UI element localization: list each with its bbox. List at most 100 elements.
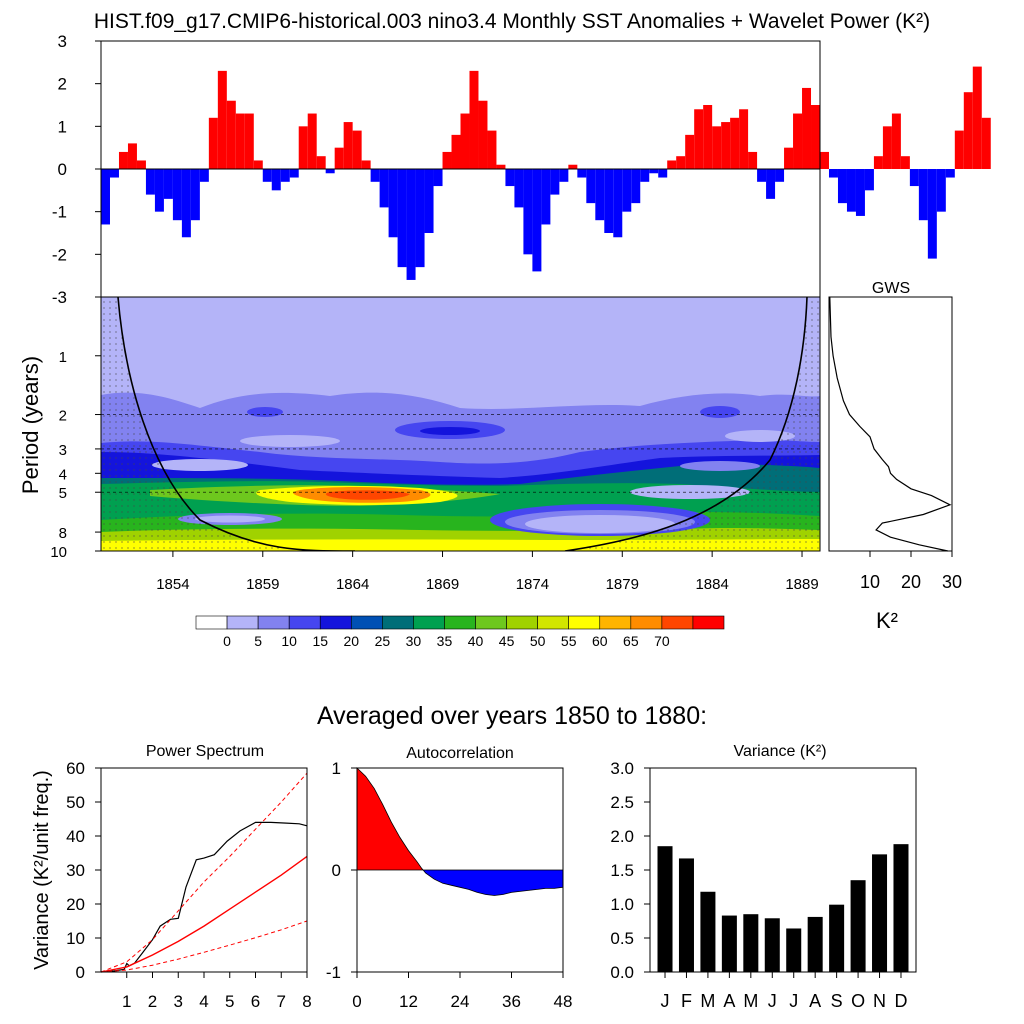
colorbar-label: 60 [592, 633, 608, 649]
colorbar-label: 5 [254, 633, 262, 649]
sst-negative-bar [379, 169, 389, 208]
power-spectrum-title: Power Spectrum [146, 743, 264, 760]
colorbar-swatch [692, 615, 725, 630]
sst-negative-bar [918, 169, 928, 221]
sst-negative-bar [649, 169, 659, 174]
colorbar-swatch [413, 615, 445, 630]
colorbar-label: 65 [623, 633, 639, 649]
autocorrelation-x-tick-label: 24 [451, 992, 470, 1011]
colorbar-swatch [506, 615, 538, 630]
wavelet-high-region [700, 406, 740, 418]
sst-negative-bar [837, 169, 847, 204]
sst-positive-bar [568, 164, 578, 169]
sst-positive-bar [226, 100, 236, 169]
sst-negative-bar [199, 169, 209, 182]
colorbar-swatch [568, 615, 601, 630]
wavelet-y-tick-label: 2 [59, 408, 67, 425]
sst-positive-bar [343, 122, 353, 169]
gws-x-tick-label: 20 [901, 572, 921, 592]
variance-bar [721, 915, 737, 972]
variance-bars [657, 844, 909, 972]
gws-x-label: K² [876, 608, 898, 633]
sst-positive-bar [667, 160, 677, 169]
sst-negative-bar [181, 169, 191, 238]
power-spectrum-y-label: Variance (K²/unit freq.) [31, 770, 53, 970]
colorbar-swatch [630, 615, 663, 630]
sst-positive-bar [820, 151, 829, 169]
cone-of-influence-shade [565, 297, 820, 551]
sst-negative-bar [433, 169, 443, 187]
cone-of-influence-right [564, 297, 808, 551]
sst-negative-bar [766, 169, 776, 199]
power-spectrum-lines [100, 772, 308, 973]
sst-y-tick-label: 3 [58, 32, 67, 51]
figure-subtitle: Averaged over years 1850 to 1880: [317, 702, 707, 730]
sst-positive-bar [748, 151, 758, 169]
variance-y-tick-label: 3.0 [610, 759, 634, 778]
colorbar-label: 35 [437, 633, 453, 649]
power-spectrum-x-tick-label: 7 [277, 992, 286, 1011]
autocorrelation-area [356, 767, 564, 896]
colorbar-label: 30 [406, 633, 422, 649]
sst-positive-bar [496, 164, 506, 169]
autocorrelation-y-tick-label: 0 [332, 861, 341, 880]
sst-negative-bar [262, 169, 272, 182]
variance-bar [678, 858, 694, 972]
sst-anomaly-bars [101, 66, 991, 280]
colorbar-label: 70 [654, 633, 670, 649]
wavelet-y-label: Period (years) [18, 356, 43, 494]
power-spectrum-frame [100, 767, 308, 973]
colorbar-swatch [350, 615, 383, 630]
colorbar-label: 55 [561, 633, 577, 649]
figure-title: HIST.f09_g17.CMIP6-historical.003 nino3.… [94, 10, 930, 33]
sst-positive-bar [442, 151, 452, 169]
variance-bar [786, 928, 802, 972]
sst-negative-bar [406, 169, 416, 280]
sst-positive-bar [963, 92, 973, 169]
colorbar-label: 20 [344, 633, 360, 649]
variance-x-tick-label: J [789, 991, 798, 1011]
sst-positive-bar [361, 160, 371, 169]
colorbar-swatch [226, 615, 259, 630]
variance-x-tick-label: A [809, 991, 821, 1011]
variance-panel: Variance (K²) J F M A M J J A S O N D0.00.51.01.52.… [610, 743, 917, 1011]
power-spectrum-y-tick-label: 10 [66, 929, 85, 948]
sst-negative-bar [595, 169, 605, 221]
variance-y-tick-label: 0.5 [610, 929, 634, 948]
autocorrelation-x-tick-label: 48 [554, 992, 573, 1011]
power-spectrum-x-tick-label: 5 [225, 992, 234, 1011]
wavelet-y-tick-label: 1 [59, 349, 67, 366]
wavelet-low-region [525, 515, 675, 533]
sst-negative-bar [523, 169, 533, 255]
colorbar-swatch [661, 615, 694, 630]
variance-x-tick-label: N [873, 991, 886, 1011]
gws-x-axis: 10 20 30 [860, 551, 962, 592]
sst-negative-bar [424, 169, 434, 233]
gws-line [829, 296, 952, 552]
sst-negative-bar [172, 169, 182, 221]
sst-negative-bar [559, 169, 569, 182]
sst-negative-bar [936, 169, 946, 212]
variance-bar [872, 854, 888, 972]
sst-negative-bar [289, 169, 299, 178]
variance-y-tick-label: 1.5 [610, 861, 634, 880]
variance-x-tick-label: J [768, 991, 777, 1011]
sst-positive-bar [208, 117, 218, 169]
sst-y-tick-label: 1 [58, 117, 67, 136]
wavelet-y-tick-label: 4 [59, 466, 67, 483]
power-spectrum-x-tick-label: 3 [174, 992, 183, 1011]
variance-x-tick-label: O [851, 991, 865, 1011]
wavelet-low-region [240, 435, 340, 447]
gws-frame [828, 296, 953, 552]
sst-negative-bar [514, 169, 524, 208]
variance-axes: J F M A M J J A S O N D0.00.51.01.52.02.53.0 [610, 759, 907, 1011]
sst-positive-bar [352, 130, 362, 169]
sst-positive-bar [136, 160, 146, 169]
wavelet-y-tick-label: 3 [59, 442, 67, 459]
sst-negative-bar [541, 169, 551, 225]
variance-y-tick-label: 2.0 [610, 827, 634, 846]
sst-negative-bar [145, 169, 155, 195]
sst-positive-bar [487, 130, 497, 169]
variance-bar [829, 904, 845, 972]
